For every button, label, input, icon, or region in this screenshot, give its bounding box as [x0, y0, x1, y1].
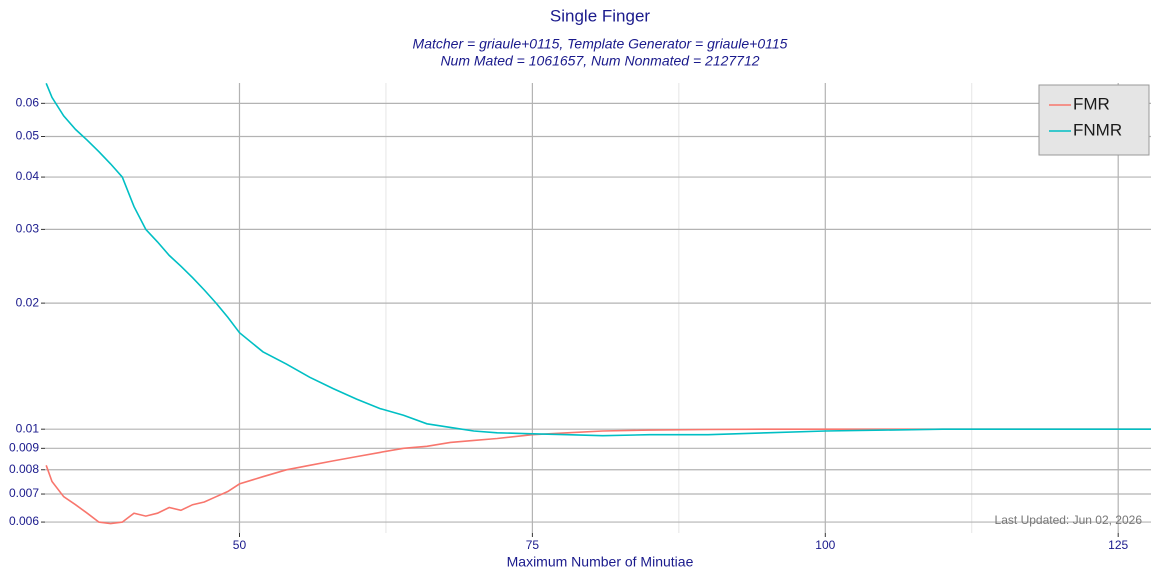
y-tick-label: 0.006	[9, 514, 39, 528]
annotation: Last Updated: Jun 02, 2026	[995, 513, 1143, 527]
x-axis-label: Maximum Number of Minutiae	[507, 554, 694, 570]
legend-label: FNMR	[1073, 120, 1122, 139]
y-tick-label: 0.04	[16, 169, 40, 183]
y-tick-label: 0.03	[16, 222, 40, 236]
line	[45, 428, 1151, 525]
chart-title: Single Finger	[550, 6, 651, 25]
chart-subtitle: Num Mated = 1061657, Num Nonmated = 2127…	[440, 53, 759, 69]
chart-subtitle: Matcher = griaule+0115, Template Generat…	[413, 36, 788, 52]
line	[45, 83, 1151, 437]
y-tick-label: 0.06	[16, 96, 40, 110]
y-tick-label: 0.007	[9, 486, 39, 500]
x-tick-label: 75	[526, 538, 540, 552]
legend-box	[1038, 84, 1150, 156]
x-tick-label: 100	[815, 538, 835, 552]
legend-label: FMR	[1073, 94, 1110, 113]
y-tick-label: 0.02	[16, 295, 40, 309]
y-tick-label: 0.008	[9, 462, 39, 476]
y-tick-label: 0.009	[9, 441, 39, 455]
y-tick-label: 0.01	[16, 421, 40, 435]
x-tick-label: 125	[1108, 538, 1128, 552]
y-tick-label: 0.05	[16, 129, 40, 143]
x-tick-label: 50	[233, 538, 247, 552]
